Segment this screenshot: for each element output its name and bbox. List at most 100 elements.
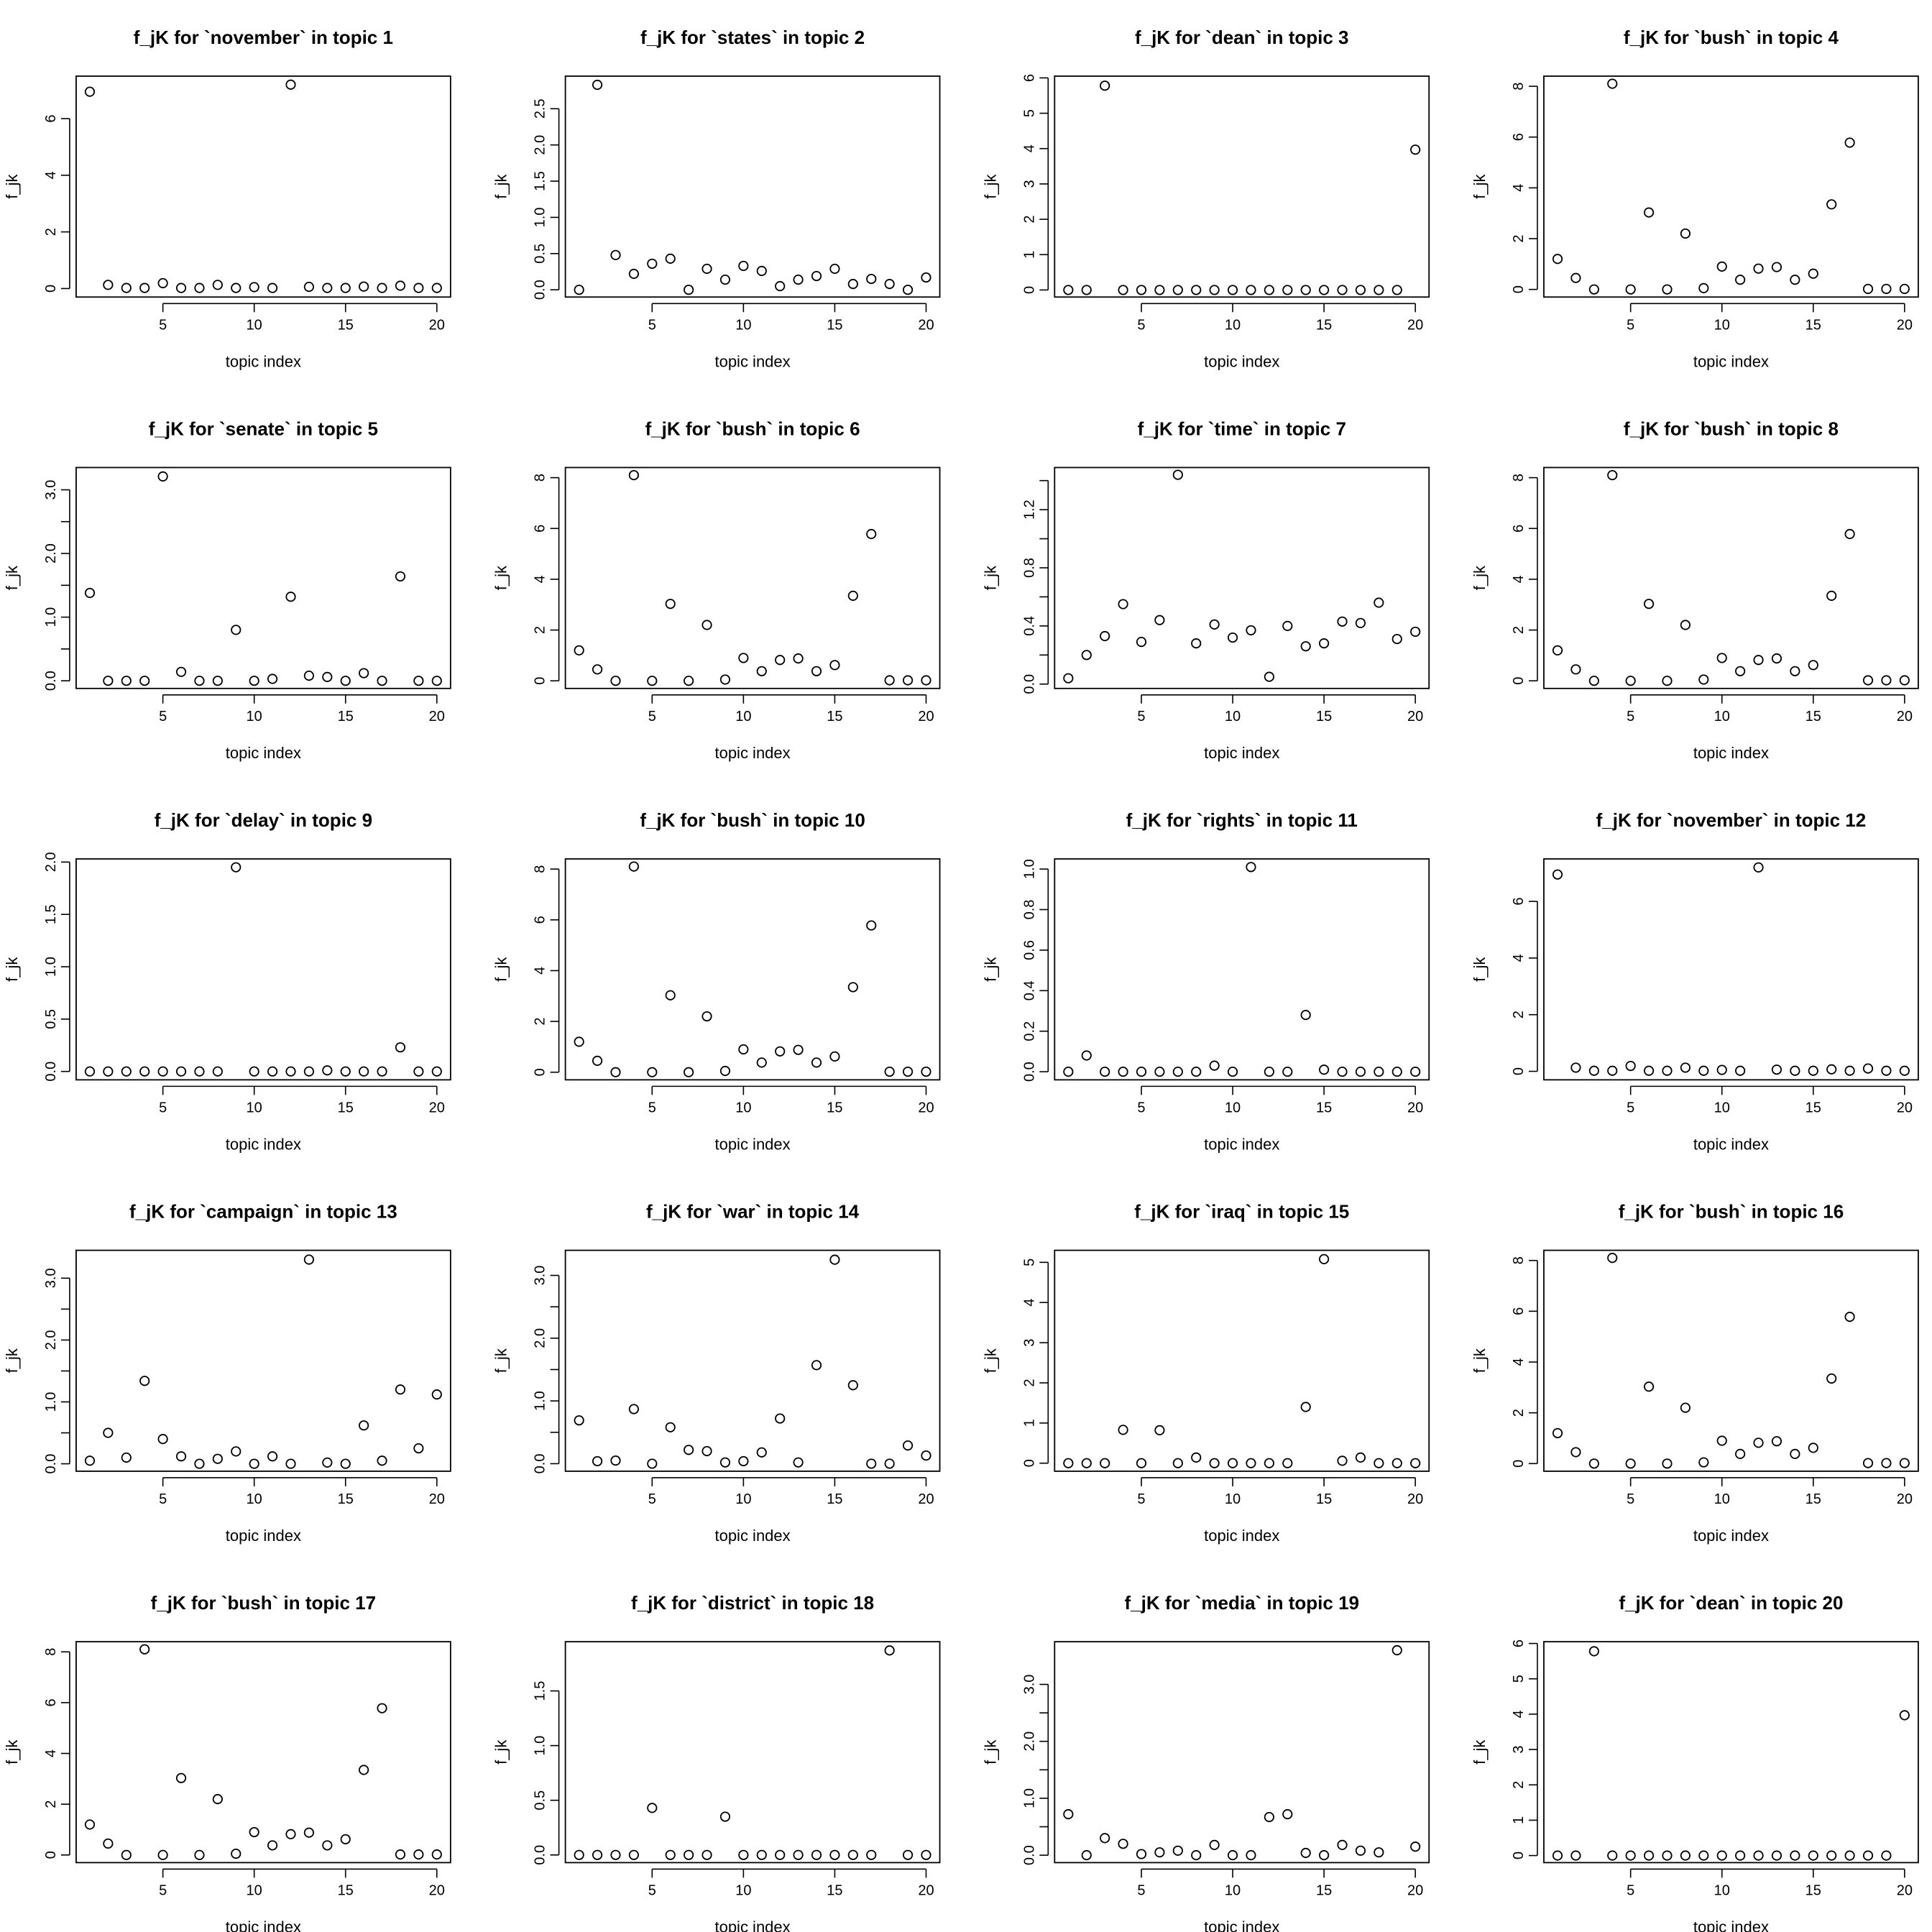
- data-point: [1826, 1373, 1837, 1384]
- data-point: [665, 1422, 676, 1432]
- y-tick-label: 6: [1511, 1639, 1527, 1647]
- chart-title: f_jK for `bush` in topic 6: [645, 418, 860, 439]
- data-point: [1410, 1066, 1421, 1077]
- data-point: [1716, 653, 1727, 663]
- data-point: [811, 666, 822, 676]
- chart-title: f_jK for `war` in topic 14: [646, 1201, 860, 1223]
- data-point: [847, 1380, 858, 1391]
- x-tick-label: 5: [1137, 1491, 1145, 1507]
- data-point: [139, 676, 150, 686]
- chart-panel-15: f_jK for `iraq` in topic 155 10 15 20topic …: [981, 1201, 1430, 1545]
- data-point: [1899, 1710, 1910, 1721]
- x-tick-label: 15: [827, 1882, 842, 1898]
- data-point: [592, 79, 603, 91]
- data-point: [1881, 675, 1892, 686]
- data-point: [1136, 1066, 1147, 1077]
- y-tick-label: 5: [1511, 1675, 1527, 1683]
- plot-frame: [1054, 1641, 1430, 1864]
- y-tick-label: 4: [1511, 1710, 1527, 1718]
- y-tick-label: 4: [1511, 575, 1527, 583]
- y-tick-label: 0: [1511, 677, 1527, 685]
- y-axis-label: f_jk: [981, 565, 999, 590]
- y-tick-label: 0: [43, 285, 59, 293]
- x-tick-label: 15: [827, 317, 842, 333]
- data-point: [175, 666, 187, 677]
- data-point: [1410, 1841, 1421, 1852]
- data-point: [1643, 207, 1655, 218]
- y-tick-label: 1.5: [43, 904, 59, 924]
- x-tick-label: 5: [1627, 1882, 1634, 1898]
- data-point: [1319, 1064, 1330, 1075]
- data-point: [1735, 1448, 1746, 1459]
- plot-frame: [1543, 75, 1919, 298]
- x-tick-label: 10: [735, 709, 751, 724]
- data-point: [267, 673, 278, 684]
- data-point: [249, 1458, 259, 1469]
- data-point: [1063, 1809, 1074, 1820]
- x-tick-label: 10: [1714, 709, 1730, 724]
- data-point: [610, 676, 621, 686]
- data-point: [267, 1451, 278, 1462]
- data-point: [103, 1838, 114, 1849]
- chart-title: f_jK for `states` in topic 2: [640, 27, 865, 48]
- y-tick-label: 0.6: [1021, 940, 1037, 960]
- data-point: [1410, 1458, 1421, 1468]
- data-point: [592, 1055, 603, 1066]
- data-point: [1264, 671, 1274, 682]
- chart-title: f_jK for `dean` in topic 3: [1135, 27, 1349, 48]
- data-point: [756, 1447, 767, 1458]
- data-point: [1374, 285, 1384, 295]
- data-point: [1844, 137, 1855, 148]
- data-point: [1246, 285, 1256, 295]
- chart-title: f_jK for `time` in topic 7: [1138, 418, 1346, 439]
- data-point: [285, 79, 296, 90]
- data-point: [1716, 1850, 1727, 1861]
- data-point: [395, 1042, 406, 1053]
- data-point: [702, 620, 712, 630]
- data-point: [1246, 862, 1256, 873]
- plot-frame: [75, 858, 451, 1081]
- x-tick-label: 20: [429, 709, 445, 724]
- y-tick-label: 1.0: [1021, 1788, 1037, 1808]
- data-point: [574, 1036, 584, 1047]
- chart-title: f_jK for `senate` in topic 5: [149, 418, 378, 439]
- data-point: [1570, 1062, 1581, 1073]
- x-tick-label: 15: [1806, 1882, 1821, 1898]
- y-tick-label: 1.0: [43, 607, 59, 627]
- data-point: [285, 1066, 296, 1077]
- data-point: [921, 272, 932, 283]
- data-point: [1136, 1849, 1147, 1859]
- x-tick-label: 20: [918, 1882, 934, 1898]
- y-tick-label: 4: [43, 171, 59, 179]
- chart-title: f_jK for `media` in topic 19: [1125, 1592, 1360, 1614]
- data-point: [684, 285, 694, 295]
- data-point: [811, 1849, 822, 1860]
- data-point: [1588, 676, 1599, 686]
- data-point: [1570, 1850, 1581, 1861]
- data-point: [610, 1067, 621, 1077]
- y-tick-label: 0.8: [1021, 900, 1037, 920]
- chart-panel-12: f_jK for `november` in topic 125 10 15 20to…: [1471, 809, 1919, 1153]
- data-point: [1172, 1066, 1183, 1077]
- data-point: [175, 1772, 187, 1783]
- x-tick-label: 20: [918, 317, 934, 333]
- data-point: [1319, 1850, 1330, 1861]
- data-point: [884, 1066, 895, 1077]
- data-point: [1808, 268, 1818, 279]
- y-tick-label: 6: [1511, 525, 1527, 533]
- data-point: [1227, 1850, 1238, 1861]
- data-point: [1643, 599, 1655, 610]
- y-tick-label: 1.5: [533, 1681, 548, 1701]
- data-point: [1771, 653, 1782, 664]
- x-tick-label: 5: [1627, 317, 1634, 333]
- data-point: [212, 280, 223, 290]
- chart-panel-16: f_jK for `bush` in topic 165 10 15 20topic …: [1471, 1201, 1919, 1545]
- data-point: [921, 1849, 932, 1860]
- data-point: [738, 260, 749, 272]
- y-tick-label: 2: [43, 228, 59, 236]
- y-axis-label: f_jk: [1471, 565, 1489, 590]
- chart-title: f_jK for `november` in topic 12: [1596, 809, 1867, 831]
